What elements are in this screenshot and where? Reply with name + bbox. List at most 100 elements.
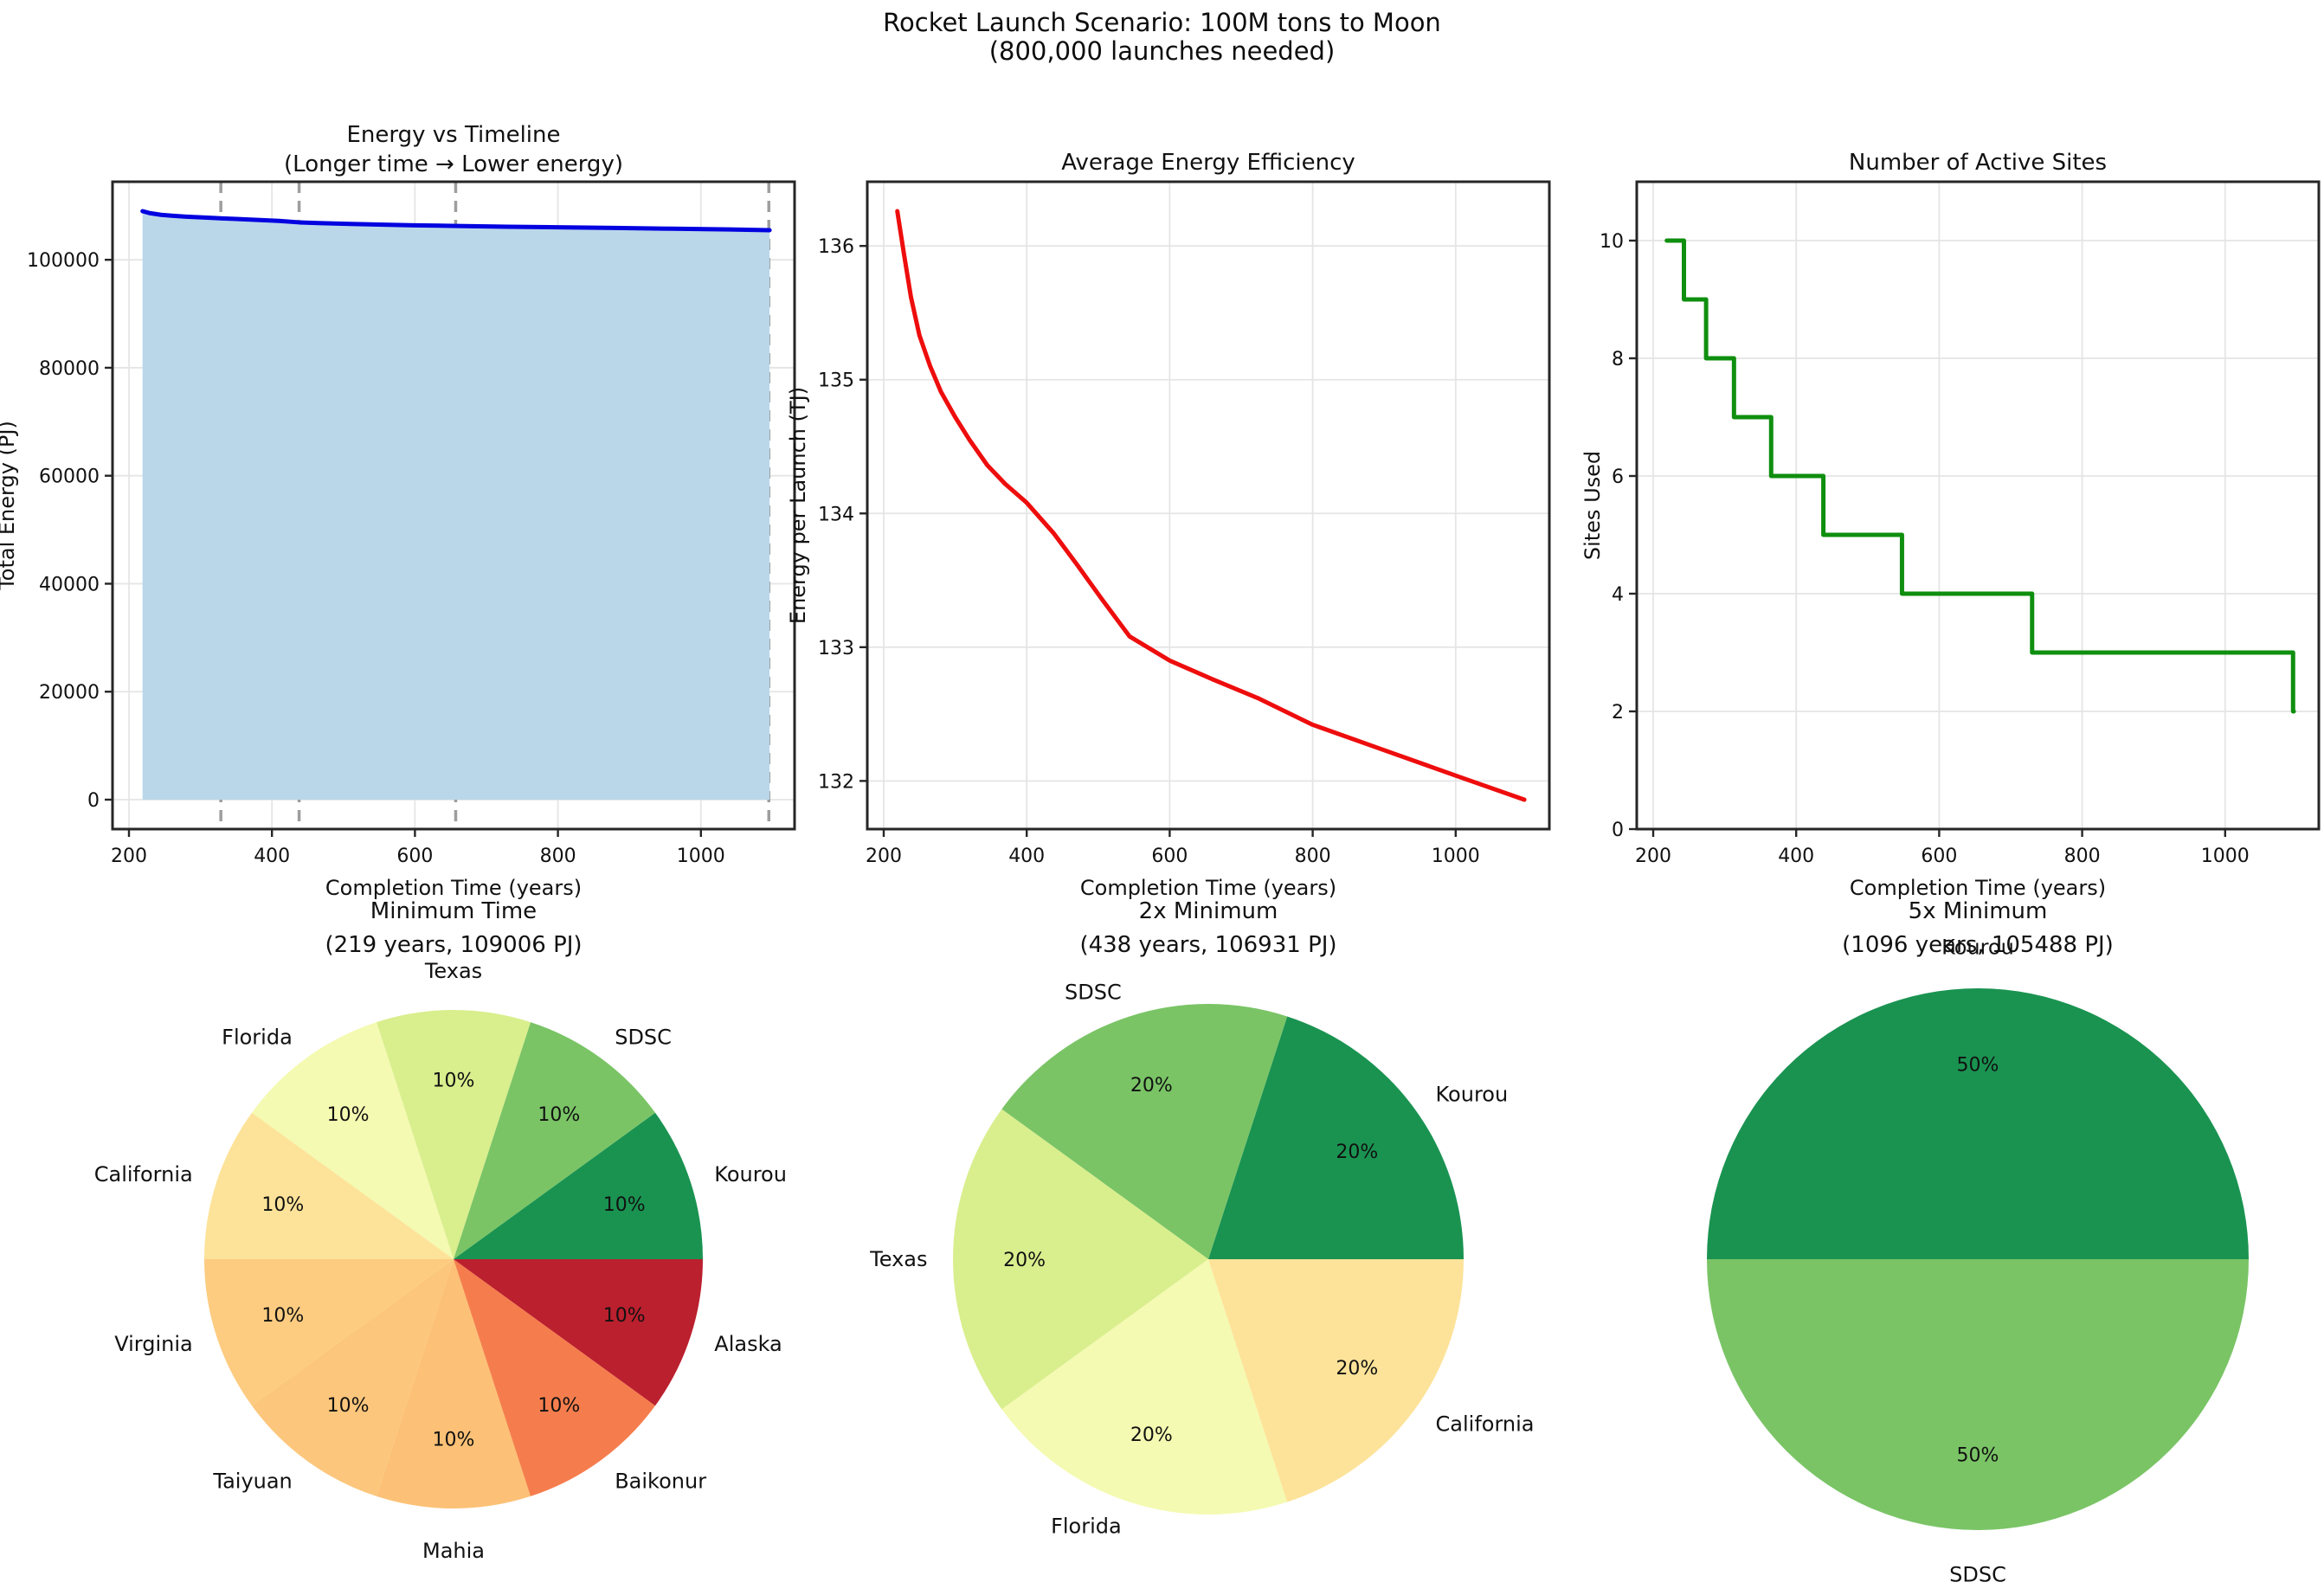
area-fill xyxy=(142,210,770,801)
x-axis-label: Completion Time (years) xyxy=(325,876,582,900)
pie-pct-label: 10% xyxy=(261,1194,304,1216)
pie-label-baikonur: Baikonur xyxy=(615,1469,706,1493)
pie-slice-texas xyxy=(953,1109,1208,1410)
pie-pct-label: 20% xyxy=(1130,1075,1173,1097)
pie-slice-florida xyxy=(252,1022,454,1259)
pie-pct-label: 10% xyxy=(603,1194,646,1216)
x-tick-label: 200 xyxy=(1635,846,1671,867)
y-tick-label: 0 xyxy=(1612,820,1624,841)
y-tick-label: 6 xyxy=(1612,466,1624,488)
chart-title-line1: Energy vs Timeline xyxy=(346,122,560,148)
x-tick-label: 200 xyxy=(111,846,147,867)
pie-label-kourou: Kourou xyxy=(1436,1082,1509,1106)
x-axis-label: Completion Time (years) xyxy=(1850,876,2106,900)
pie-label-california: California xyxy=(1436,1412,1535,1437)
x-tick-label: 800 xyxy=(2064,846,2101,867)
pie-label-california: California xyxy=(94,1162,193,1187)
pie-label-mahia: Mahia xyxy=(422,1539,485,1563)
pie-pct-label: 50% xyxy=(1957,1444,1999,1466)
pie-label-kourou: Kourou xyxy=(1941,936,2014,960)
y-tick-label: 132 xyxy=(818,771,854,793)
pie-slice-baikonur xyxy=(454,1259,655,1496)
pie-title-line2: (1096 years, 105488 PJ) xyxy=(1842,932,2114,958)
pie-pct-label: 10% xyxy=(433,1429,475,1450)
pie-title-line2: (219 years, 109006 PJ) xyxy=(325,932,582,958)
pie-slice-alaska xyxy=(454,1259,703,1406)
x-tick-label: 400 xyxy=(1778,846,1814,867)
pie-slice-taiyuan xyxy=(252,1259,454,1496)
pie-label-virginia: Virginia xyxy=(114,1332,193,1356)
y-axis-label: Total Energy (PJ) xyxy=(0,421,19,591)
pie-slice-florida xyxy=(1001,1259,1288,1515)
pie-pct-label: 10% xyxy=(261,1305,304,1327)
y-tick-label: 8 xyxy=(1612,349,1624,370)
x-tick-label: 600 xyxy=(1151,846,1188,867)
pie-title-line1: 2x Minimum xyxy=(1139,898,1278,924)
pie-pct-label: 10% xyxy=(327,1104,370,1126)
pie-slice-kourou xyxy=(454,1112,703,1259)
y-tick-label: 40000 xyxy=(39,574,100,595)
chart-title: Average Energy Efficiency xyxy=(1061,150,1355,176)
y-tick-label: 100000 xyxy=(27,250,100,272)
x-axis-label: Completion Time (years) xyxy=(1080,876,1336,900)
pie-slice-sdsc xyxy=(454,1022,655,1259)
pie-pct-label: 10% xyxy=(538,1395,580,1417)
pie-pct-label: 20% xyxy=(1336,1358,1378,1380)
pie-pct-label: 10% xyxy=(538,1104,580,1126)
x-tick-label: 800 xyxy=(540,846,576,867)
pie-pct-label: 50% xyxy=(1957,1055,1999,1077)
pie-pct-label: 10% xyxy=(603,1305,646,1327)
pie-title-line2: (438 years, 106931 PJ) xyxy=(1079,932,1336,958)
pie-slice-virginia xyxy=(204,1259,454,1406)
pie-label-taiyuan: Taiyuan xyxy=(212,1469,292,1493)
y-tick-label: 136 xyxy=(818,236,854,258)
x-tick-label: 200 xyxy=(866,846,902,867)
y-tick-label: 10 xyxy=(1600,231,1624,253)
pie-label-florida: Florida xyxy=(222,1026,293,1050)
y-tick-label: 20000 xyxy=(39,682,100,704)
figure-suptitle-line2: (800,000 launches needed) xyxy=(988,36,1336,66)
chart-title-line2: (Longer time → Lower energy) xyxy=(284,151,623,177)
pie-slice-mahia xyxy=(377,1259,531,1509)
pie-pct-label: 10% xyxy=(433,1071,475,1092)
x-tick-label: 400 xyxy=(1008,846,1045,867)
pie-pct-label: 20% xyxy=(1130,1425,1173,1446)
axes-frame xyxy=(866,180,1551,831)
data-line xyxy=(895,209,1527,802)
pie-slice-sdsc xyxy=(1001,1004,1288,1259)
pie-label-sdsc: SDSC xyxy=(615,1026,672,1050)
pie-pct-label: 10% xyxy=(327,1395,370,1417)
figure-suptitle: Rocket Launch Scenario: 100M tons to Moo… xyxy=(0,9,2324,66)
pie-pct-label: 20% xyxy=(1003,1250,1046,1271)
x-tick-label: 1000 xyxy=(1432,846,1480,867)
pie-slice-kourou xyxy=(1208,1016,1464,1259)
pie-slice-texas xyxy=(377,1010,531,1259)
y-tick-label: 4 xyxy=(1612,584,1624,606)
figure-suptitle-line1: Rocket Launch Scenario: 100M tons to Moo… xyxy=(883,8,1441,37)
y-tick-label: 135 xyxy=(818,370,854,392)
pie-title-line1: 5x Minimum xyxy=(1909,898,2048,924)
x-tick-label: 1000 xyxy=(2201,846,2250,867)
data-line xyxy=(140,209,772,233)
y-axis-label: Energy per Launch (TJ) xyxy=(786,387,810,624)
y-tick-label: 80000 xyxy=(39,358,100,380)
y-tick-label: 134 xyxy=(818,504,854,525)
axes-frame xyxy=(1635,180,2321,831)
x-tick-label: 600 xyxy=(396,846,433,867)
pie-pct-label: 20% xyxy=(1336,1142,1378,1163)
y-tick-label: 2 xyxy=(1612,702,1624,724)
x-tick-label: 400 xyxy=(254,846,290,867)
pie-slice-california xyxy=(204,1112,454,1259)
data-line xyxy=(1664,238,2296,714)
